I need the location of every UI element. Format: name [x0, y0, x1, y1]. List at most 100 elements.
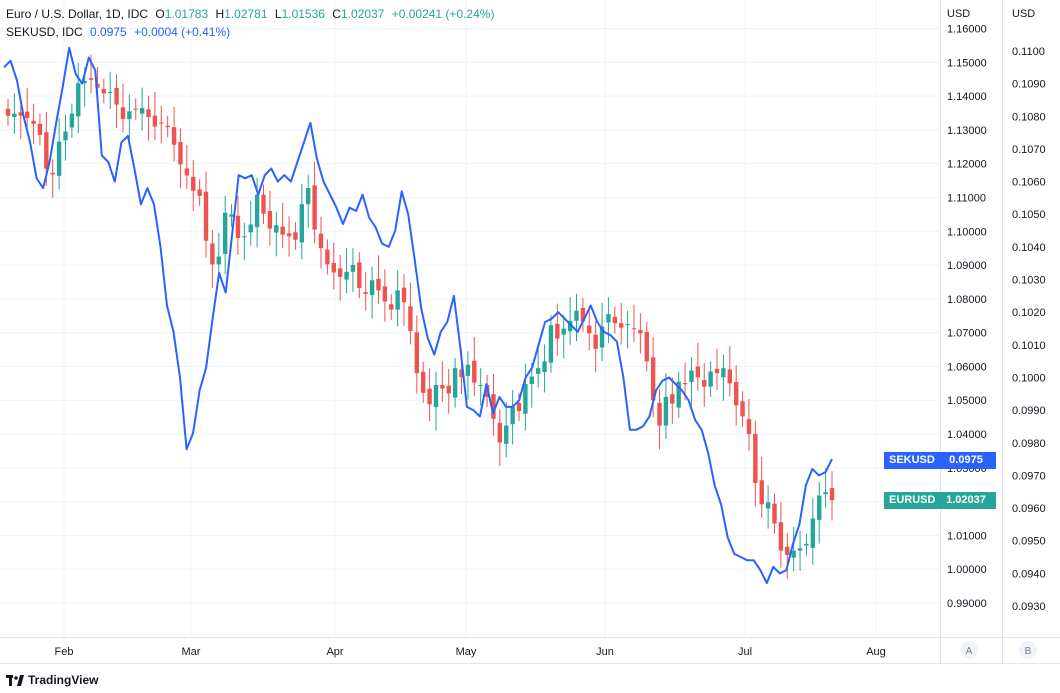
candle-body: [619, 323, 624, 328]
candle-body: [165, 125, 170, 128]
candle-body: [299, 204, 305, 243]
x-tick-label: Feb: [55, 646, 74, 658]
y-tick-label-right: 0.1100: [1012, 46, 1045, 58]
candle-body: [778, 522, 784, 551]
scale-button-b[interactable]: [1019, 641, 1037, 659]
scale-button-a[interactable]: [960, 641, 978, 659]
y-tick-label-right: 0.1090: [1012, 79, 1046, 91]
candle-body: [587, 325, 592, 334]
y-tick-label-right: 0.1080: [1012, 111, 1046, 123]
y-tick-label-right: 0.1000: [1012, 372, 1046, 384]
candle-body: [267, 210, 273, 229]
candle-body: [663, 396, 669, 426]
candle-body: [88, 78, 94, 80]
candle-body: [644, 331, 649, 362]
ohlc-low-label: L: [274, 7, 282, 21]
candle-body: [216, 256, 221, 265]
candle-body: [670, 394, 675, 404]
candle-body: [567, 320, 573, 332]
candle-body: [325, 249, 330, 265]
axis-header-right: USD: [1012, 8, 1035, 20]
y-tick-label-left: 1.14000: [947, 91, 987, 103]
candle-body: [548, 325, 554, 363]
y-tick-label-right: 0.0960: [1012, 503, 1046, 515]
candle-body: [139, 107, 145, 114]
candle-body: [612, 316, 618, 324]
sekusd-price-tag-label: SEKUSD: [884, 452, 936, 469]
candle-body: [24, 111, 30, 119]
x-tick-label: Jul: [738, 646, 752, 658]
candle-body: [638, 329, 643, 334]
candle-body: [702, 379, 707, 387]
y-tick-label-right: 0.0980: [1012, 438, 1046, 450]
candle-body: [318, 233, 324, 249]
candle-body: [452, 368, 458, 398]
candle-body: [804, 543, 809, 546]
compare-series-legend: SEKUSD, IDC 0.0975 +0.0004 (+0.41%): [6, 25, 234, 39]
tradingview-footer[interactable]: TradingView: [6, 673, 98, 687]
candle-body: [676, 381, 681, 408]
y-tick-label-right: 0.0990: [1012, 405, 1046, 417]
candle-body: [229, 214, 234, 217]
y-tick-label-left: 0.99000: [947, 598, 987, 610]
candle-body: [369, 280, 375, 296]
candle-body: [401, 287, 407, 303]
y-tick-label-left: 1.12000: [947, 159, 987, 171]
candle-body: [101, 88, 107, 94]
candle-body: [478, 385, 483, 387]
candle-body: [184, 168, 190, 176]
candle-body: [5, 108, 11, 116]
candle-body: [286, 233, 292, 237]
y-tick-label-right: 0.0950: [1012, 536, 1046, 548]
candle-body: [357, 262, 362, 289]
y-tick-label-right: 0.1040: [1012, 242, 1046, 254]
x-tick-label: May: [456, 646, 477, 658]
y-tick-label-left: 1.11000: [947, 192, 986, 204]
candle-body: [203, 191, 209, 241]
candle-body: [242, 236, 247, 238]
main-series-legend: Euro / U.S. Dollar, 1D, IDC O1.01783 H1.…: [6, 7, 498, 21]
candles-group: [5, 54, 835, 579]
y-tick-label-right: 0.1020: [1012, 307, 1046, 319]
y-tick-label-left: 1.15000: [947, 57, 987, 69]
candle-body: [433, 385, 439, 407]
main-series-change: +0.00241 (+0.24%): [391, 7, 495, 21]
candle-body: [446, 385, 451, 394]
candle-body: [817, 495, 822, 520]
candle-body: [210, 243, 215, 265]
ohlc-close: 1.02037: [340, 7, 385, 21]
candle-body: [31, 120, 36, 124]
x-tick-label: Mar: [182, 646, 201, 658]
candle-body: [791, 550, 796, 558]
candle-body: [574, 310, 579, 321]
candle-body: [191, 176, 196, 191]
eurusd-price-tag-value: 1.02037: [936, 492, 996, 509]
y-tick-label-right: 0.1050: [1012, 209, 1046, 221]
candle-body: [708, 371, 713, 387]
candle-body: [331, 263, 336, 273]
candle-body: [306, 188, 311, 205]
candle-body: [465, 364, 471, 376]
candle-body: [810, 518, 816, 548]
ohlc-high: 1.02781: [224, 7, 268, 21]
y-tick-label-right: 0.1070: [1012, 144, 1046, 156]
sekusd-price-tag-value: 0.0975: [936, 452, 996, 469]
candle-body: [18, 112, 23, 116]
candle-body: [606, 314, 611, 323]
candle-body: [248, 224, 253, 233]
candle-body: [63, 131, 68, 141]
y-tick-label-right: 0.0940: [1012, 568, 1046, 580]
y-tick-label-left: 1.00000: [947, 564, 987, 576]
y-tick-label-left: 1.05000: [947, 395, 987, 407]
candle-body: [254, 194, 260, 228]
candle-body: [376, 278, 381, 291]
y-tick-label-left: 1.16000: [947, 24, 987, 36]
y-tick-label-right: 0.0970: [1012, 470, 1046, 482]
candle-body: [631, 328, 637, 330]
axis-header-left: USD: [947, 8, 970, 20]
candle-body: [127, 111, 132, 120]
candle-body: [561, 328, 566, 335]
candle-body: [293, 232, 298, 240]
y-tick-label-right: 0.1060: [1012, 177, 1046, 189]
